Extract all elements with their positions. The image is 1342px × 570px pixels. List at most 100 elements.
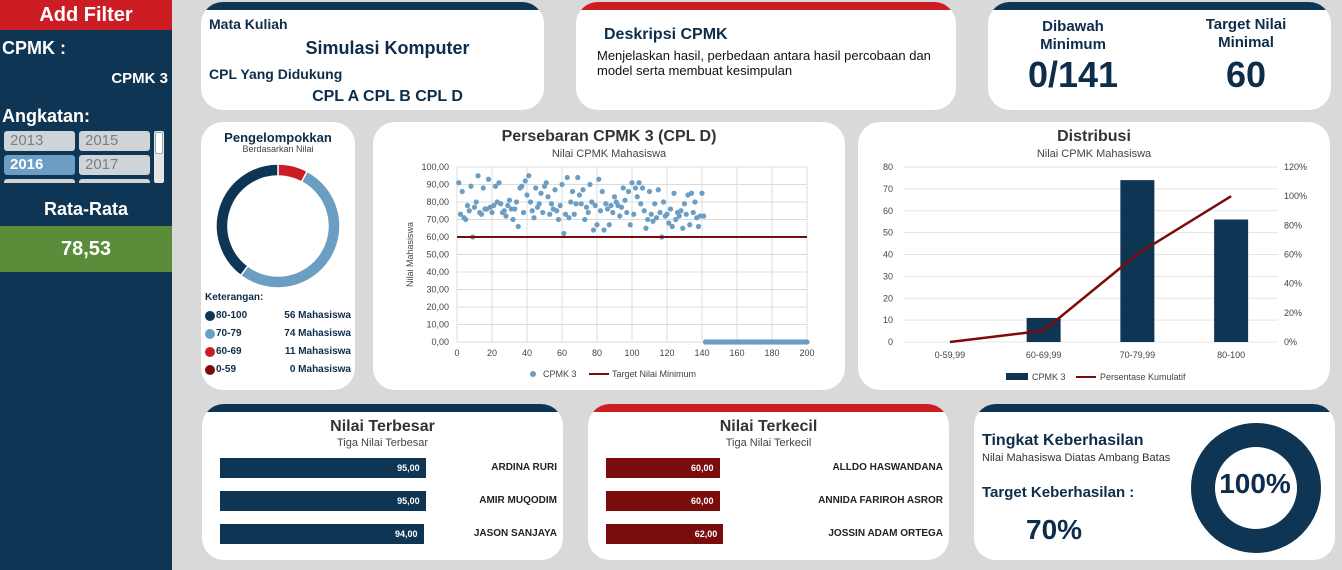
y-tick-label: 90,00: [426, 180, 449, 190]
scatter-point: [548, 201, 555, 207]
scatter-point: [680, 225, 686, 231]
scatter-point: [645, 216, 651, 223]
cpmk-selected-value[interactable]: CPMK 3: [111, 70, 168, 87]
y2-tick-label: 80%: [1284, 220, 1302, 230]
legend-row-70-79: 70-79 74 Mahasiswa: [205, 326, 351, 342]
slicer-year-2017[interactable]: 2017: [79, 155, 150, 175]
scatter-point: [564, 174, 570, 181]
y-tick-label: 70: [883, 184, 893, 194]
scatter-point: [669, 223, 675, 230]
scatter-point: [594, 222, 600, 228]
scatter-point: [611, 194, 618, 200]
add-filter-header: Add Filter: [0, 0, 172, 30]
rata-rata-label: Rata-Rata: [43, 199, 129, 219]
scatter-point: [540, 209, 546, 216]
target-keberhasilan-value: 70%: [1026, 514, 1083, 545]
scatter-point: [636, 180, 642, 186]
kumulatif-line: [949, 195, 1232, 344]
card-accent-bar: [988, 2, 1331, 10]
scatter-point: [580, 187, 586, 193]
mata-kuliah-card: Mata Kuliah Simulasi Komputer CPL Yang D…: [201, 2, 544, 110]
scatter-point: [678, 208, 684, 214]
scatter-point: [583, 204, 590, 210]
x-tick-label: 0-59,99: [935, 350, 966, 360]
slicer-year-2016[interactable]: 2016: [4, 155, 75, 175]
scatter-point: [603, 201, 609, 207]
scatter-point: [503, 213, 509, 219]
scatter-point: [646, 188, 653, 195]
mata-kuliah-label: Mata Kuliah: [209, 16, 288, 32]
scatter-point: [485, 176, 492, 182]
y-tick-label: 20: [883, 293, 893, 303]
scatter-point: [688, 190, 695, 196]
scatter-point: [561, 230, 567, 237]
y2-tick-label: 0%: [1284, 337, 1297, 347]
scatter-point: [520, 209, 527, 216]
summary-card: Dibawah Minimum 0/141 Target Nilai Minim…: [988, 2, 1331, 110]
y2-tick-label: 60%: [1284, 250, 1302, 260]
value-bar: 95,00: [220, 491, 426, 511]
scatter-point: [557, 202, 563, 209]
legend-count: 0 Mahasiswa: [289, 364, 351, 375]
scatter-point: [501, 208, 507, 214]
scatter-point: [701, 213, 707, 219]
student-name: ARDINA RURI: [491, 462, 557, 473]
scatter-point: [597, 208, 604, 214]
scatter-point: [585, 209, 591, 216]
scatter-point: [573, 201, 579, 207]
x-tick-label: 200: [799, 348, 814, 358]
y-tick-label: 50,00: [426, 250, 449, 260]
scatter-point: [618, 204, 625, 210]
scatter-point: [629, 180, 635, 186]
scatter-point: [695, 223, 702, 230]
scatter-point: [562, 211, 569, 217]
scatter-point: [475, 173, 481, 179]
student-name: JASON SANJAYA: [473, 528, 557, 539]
x-tick-label: 70-79,99: [1120, 350, 1156, 360]
slicer-scroll-thumb[interactable]: [155, 132, 163, 154]
donut-slice-80-100: [215, 163, 279, 277]
y-tick-label: 40: [883, 250, 893, 260]
slicer-year-2019[interactable]: 2019: [79, 179, 150, 183]
scatter-point: [664, 211, 670, 217]
legend-label-kumulatif: Persentase Kumulatif: [1100, 372, 1186, 382]
card-accent-bar: [576, 2, 956, 10]
scatter-point: [606, 222, 612, 228]
scatter-point: [634, 194, 640, 200]
target-keberhasilan-label: Target Keberhasilan :: [982, 484, 1135, 501]
scatter-point: [473, 199, 479, 205]
scatter-point: [653, 215, 660, 221]
scatter-point: [655, 187, 661, 193]
legend-count: 74 Mahasiswa: [284, 328, 351, 339]
scatter-point: [617, 213, 623, 219]
nilai-terbesar-card: Nilai Terbesar Tiga Nilai Terbesar 95,00…: [202, 404, 563, 560]
y2-tick-label: 20%: [1284, 308, 1302, 318]
student-name: ANNIDA FARIROH ASROR: [818, 495, 943, 506]
card-accent-bar: [974, 404, 1335, 412]
scatter-point: [545, 194, 551, 200]
scatter-point: [608, 202, 614, 209]
student-name: JOSSIN ADAM ORTEGA: [828, 528, 943, 539]
scatter-point: [527, 199, 534, 205]
scatter-point: [592, 202, 598, 209]
slicer-year-2018[interactable]: 2018: [4, 179, 75, 183]
card-accent-bar: [201, 2, 544, 10]
value-bar: 60,00: [606, 458, 720, 478]
pengelompokkan-subtitle: Berdasarkan Nilai: [242, 144, 314, 154]
legend-dot: [205, 365, 215, 375]
scatter-point: [632, 185, 639, 191]
scatter-point-zero: [804, 339, 810, 345]
deskripsi-title: Deskripsi CPMK: [604, 26, 728, 43]
scatter-point: [667, 206, 674, 212]
x-tick-label: 80: [592, 348, 602, 358]
slicer-scrollbar[interactable]: [154, 131, 164, 183]
angkatan-slicer: 2013 2015 2016 2017 2018 2019: [4, 131, 166, 183]
dibawah-minimum-value: 0/141: [1027, 54, 1119, 95]
x-tick-label: 180: [764, 348, 779, 358]
legend-count: 11 Mahasiswa: [284, 346, 351, 357]
scatter-point: [468, 183, 474, 189]
scatter-point: [568, 199, 574, 205]
scatter-point: [590, 227, 597, 233]
slicer-year-2013[interactable]: 2013: [4, 131, 75, 151]
slicer-year-2015[interactable]: 2015: [79, 131, 150, 151]
